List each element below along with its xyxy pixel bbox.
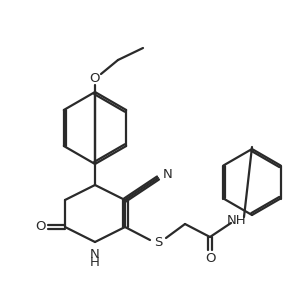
Text: O: O	[205, 251, 215, 265]
Text: O: O	[90, 71, 100, 84]
Text: N: N	[163, 168, 173, 181]
Text: N: N	[90, 247, 100, 261]
Text: H: H	[90, 255, 100, 269]
Text: NH: NH	[227, 214, 247, 226]
Text: S: S	[154, 236, 162, 249]
Text: O: O	[35, 220, 45, 234]
